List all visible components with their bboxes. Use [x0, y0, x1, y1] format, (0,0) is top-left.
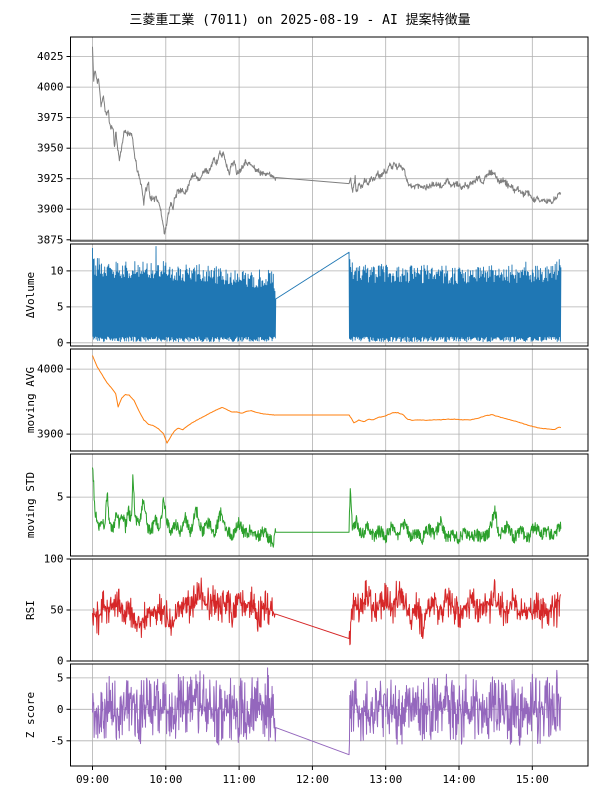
y-tick-label: 3950 [37, 142, 64, 155]
y-tick-label: 3875 [37, 233, 64, 246]
price-series [91, 46, 562, 235]
price-border [70, 36, 589, 242]
moving-avg-border [70, 348, 589, 452]
y-tick-label: 50 [50, 604, 63, 617]
y-tick-label: 10 [50, 264, 63, 277]
x-tick-label: 10:00 [149, 773, 182, 786]
panel-price: 4025 4000 3975 3950 3925 3900 3875 [37, 36, 589, 246]
y-tick-label: 0 [57, 336, 64, 349]
y-tick-label: 3900 [37, 428, 64, 441]
y-tick-label: 4000 [37, 363, 64, 376]
x-tick-label: 09:00 [76, 773, 109, 786]
y-tick-label: -5 [50, 734, 63, 747]
y-tick-label: 4000 [37, 81, 64, 94]
y-tick-label: 3900 [37, 203, 64, 216]
panel-rsi: 100 50 0 RSI [24, 553, 589, 668]
y-tick-label: 0 [57, 703, 64, 716]
z-score-series [91, 667, 562, 756]
panel-z-score: 5 0 -5 Z score 09:00 10:00 11:00 12:00 13:00 14:0… [24, 663, 589, 786]
y-tick-label: 0 [57, 655, 64, 668]
panel-moving-std: 5 moving STD [24, 453, 589, 557]
moving-avg-series [92, 355, 562, 444]
y-tick-label: 100 [44, 553, 64, 566]
chart-title: 三菱重工業 (7011) on 2025-08-19 - AI 提案特徴量 [129, 13, 471, 28]
x-tick-label: 14:00 [442, 773, 475, 786]
panel-delta-volume: 10 5 0 ΔVolume [24, 243, 589, 349]
delta-volume-ylabel: ΔVolume [24, 272, 37, 318]
moving-std-border [70, 453, 589, 557]
x-tick-label: 11:00 [223, 773, 256, 786]
rsi-ylabel: RSI [24, 600, 37, 620]
moving-std-series [91, 467, 562, 548]
y-tick-label: 5 [57, 491, 64, 504]
y-tick-label: 4025 [37, 50, 64, 63]
y-tick-label: 5 [57, 300, 64, 313]
x-tick-label: 12:00 [296, 773, 329, 786]
moving-std-ylabel: moving STD [24, 472, 37, 538]
y-tick-label: 5 [57, 671, 64, 684]
moving-avg-ylabel: moving AVG [24, 367, 37, 433]
x-tick-label: 13:00 [369, 773, 402, 786]
y-tick-label: 3925 [37, 172, 64, 185]
delta-volume-series [92, 245, 562, 343]
y-tick-label: 3975 [37, 111, 64, 124]
rsi-series [91, 577, 561, 646]
z-score-border [70, 663, 589, 767]
delta-volume-border [70, 243, 589, 347]
z-score-ylabel: Z score [24, 692, 37, 738]
x-tick-label: 15:00 [516, 773, 549, 786]
